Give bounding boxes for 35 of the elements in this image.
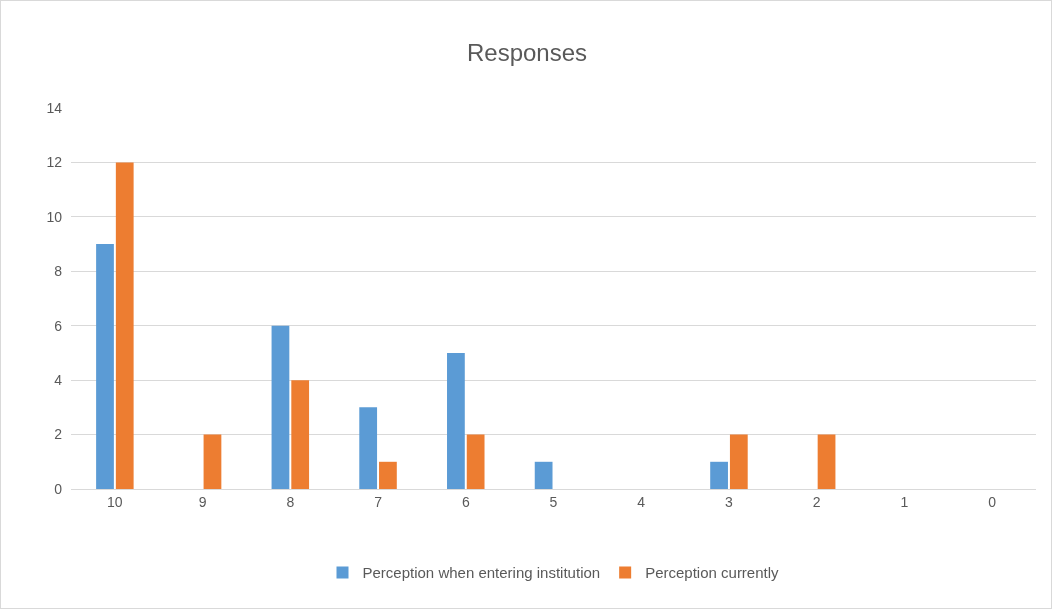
x-tick-label: 9 xyxy=(198,493,207,510)
x-tick-label: 4 xyxy=(637,493,646,510)
bar xyxy=(534,461,553,489)
bar xyxy=(447,352,465,489)
x-tick-label: 0 xyxy=(988,493,997,510)
chart-title: Responses xyxy=(466,39,588,67)
bar xyxy=(817,434,836,489)
y-tick-label: 0 xyxy=(54,480,63,497)
y-tick-label: 14 xyxy=(46,99,63,116)
y-tick-label: 8 xyxy=(54,263,63,280)
y-tick-label: 12 xyxy=(46,154,63,171)
bar xyxy=(710,461,728,489)
bar xyxy=(379,461,397,489)
y-tick-label: 10 xyxy=(46,208,63,225)
bar xyxy=(271,325,290,489)
bar xyxy=(115,162,134,489)
x-tick-label: 2 xyxy=(812,493,821,510)
x-tick-label: 1 xyxy=(900,493,909,510)
legend-label: Perception currently xyxy=(645,564,780,582)
x-tick-label: 7 xyxy=(374,493,383,510)
legend-label: Perception when entering institution xyxy=(362,564,601,582)
y-tick-label: 4 xyxy=(54,372,63,389)
bar xyxy=(359,407,378,489)
x-tick-label: 8 xyxy=(286,493,295,510)
x-tick-label: 6 xyxy=(461,493,470,510)
bar xyxy=(729,434,748,489)
x-tick-label: 10 xyxy=(107,493,123,510)
bar xyxy=(291,380,310,489)
y-tick-label: 6 xyxy=(54,317,63,334)
x-tick-label: 3 xyxy=(725,493,734,510)
bar xyxy=(466,434,485,489)
y-tick-label: 2 xyxy=(54,426,63,443)
bar xyxy=(96,244,114,489)
bar xyxy=(203,434,222,489)
x-tick-label: 5 xyxy=(549,493,558,510)
